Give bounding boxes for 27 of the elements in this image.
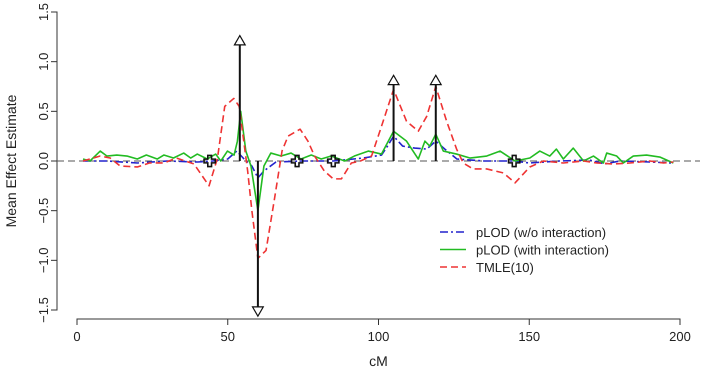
point (326, 154, 340, 168)
x-tick-label: 50 (220, 329, 235, 344)
x-tick-label: 0 (73, 329, 81, 344)
x-tick-label: 150 (518, 329, 540, 344)
y-tick-label: −0.5 (36, 198, 51, 224)
y-tick-label: 0.0 (36, 152, 51, 170)
y-tick-label: −1.5 (36, 297, 51, 323)
point (252, 306, 264, 317)
line-series (82, 110, 674, 212)
y-tick-label: 1.0 (36, 52, 51, 71)
x-tick-label: 200 (669, 329, 691, 344)
point (234, 34, 246, 46)
y-tick-label: 0.5 (36, 102, 51, 120)
y-tick-label: 1.5 (36, 2, 51, 22)
point (203, 154, 216, 168)
point (430, 74, 442, 86)
point (290, 154, 304, 168)
legend-label: TMLE(10) (476, 260, 534, 275)
point (508, 154, 521, 168)
line-series (82, 135, 672, 179)
y-axis-title: Mean Effect Estimate (3, 94, 19, 228)
x-axis-title: cM (369, 353, 388, 369)
y-tick-label: −1.0 (36, 247, 51, 274)
point (388, 74, 400, 86)
x-tick-label: 100 (368, 329, 390, 344)
legend-label: pLOD (with interaction) (476, 242, 609, 258)
legend-label: pLOD (w/o interaction) (476, 225, 606, 240)
